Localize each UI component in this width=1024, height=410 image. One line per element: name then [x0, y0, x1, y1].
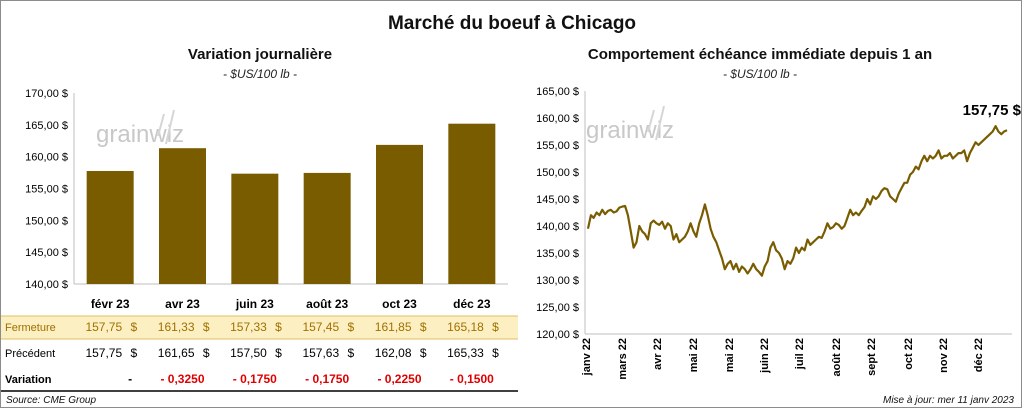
table-cell-currency: $	[347, 320, 354, 334]
table-cell-value: - 0,1750	[233, 372, 277, 386]
y-tick-label: 145,00 $	[25, 247, 68, 259]
table-row-label: Variation	[5, 374, 52, 386]
bar	[159, 148, 206, 284]
source-note: Source: CME Group	[6, 395, 97, 406]
x-tick-label: déc 23	[453, 297, 491, 311]
table-cell-value: 157,45	[302, 320, 339, 334]
table-cell-currency: $	[275, 346, 282, 360]
table-cell-value: - 0,2250	[377, 372, 421, 386]
table-cell-value: 157,75	[85, 346, 122, 360]
table-cell-currency: $	[492, 346, 499, 360]
table-cell-currency: $	[275, 320, 282, 334]
y-tick-label: 170,00 $	[25, 88, 68, 100]
right-line-chart: 120,00 $ 125,00 $ 130,00 $ 135,00 $ 140,00 $…	[536, 86, 1022, 380]
x-tick-label: mai 22	[724, 338, 736, 372]
table-cell-value: 161,65	[158, 346, 195, 360]
y-tick-label: 130,00 $	[536, 275, 579, 287]
x-tick-label: janv 22	[581, 338, 593, 376]
bar	[303, 172, 351, 284]
table-cell-value: 157,50	[230, 346, 267, 360]
table-cell-currency: $	[420, 346, 427, 360]
table-cell-currency: $	[203, 320, 210, 334]
table-cell-value: 162,08	[375, 346, 412, 360]
x-tick-label: déc 22	[973, 338, 985, 372]
x-tick-label: août 22	[831, 338, 843, 377]
table-cell-value: 161,85	[375, 320, 412, 334]
right-chart-unit: - $US/100 lb -	[722, 67, 798, 81]
x-tick-label: févr 23	[91, 297, 130, 311]
x-tick-label: juil 22	[794, 338, 806, 370]
table-cell-value: 165,33	[447, 346, 484, 360]
table-cell-currency: $	[130, 320, 137, 334]
last-value-label: 157,75 $	[963, 102, 1022, 119]
x-tick-label: avr 23	[165, 297, 200, 311]
right-chart-title: Comportement échéance immédiate depuis 1…	[587, 46, 933, 63]
price-line	[586, 125, 1008, 277]
table-cell-value: - 0,3250	[160, 372, 204, 386]
watermark-logo: grainwiz	[586, 105, 674, 144]
table-cell-value: 157,33	[230, 320, 267, 334]
y-tick-label: 155,00 $	[25, 184, 68, 196]
table-cell-value: - 0,1750	[305, 372, 349, 386]
table-cell-currency: $	[347, 346, 354, 360]
table-cell-value: 157,63	[302, 346, 339, 360]
x-tick-label: juin 22	[759, 338, 771, 374]
x-tick-label: oct 22	[903, 338, 915, 370]
left-bar-chart: 140,00 $ 145,00 $ 150,00 $ 155,00 $ 160,00 $…	[1, 88, 518, 392]
y-tick-label: 165,00 $	[536, 86, 579, 98]
x-tick-label: août 23	[306, 297, 348, 311]
x-tick-label: mai 22	[688, 338, 700, 372]
update-note: Mise à jour: mer 11 janv 2023	[883, 395, 1014, 406]
x-tick-label: mars 22	[617, 338, 629, 380]
table-cell-currency: $	[130, 346, 137, 360]
table-row-label: Fermeture	[5, 322, 56, 334]
bar	[231, 173, 279, 284]
x-tick-label: oct 23	[382, 297, 417, 311]
table-cell-value: 165,18	[447, 320, 484, 334]
table-row-label: Précédent	[5, 348, 55, 360]
bar	[376, 144, 423, 284]
y-tick-label: 125,00 $	[536, 302, 579, 314]
x-tick-label: sept 22	[866, 338, 878, 376]
table-cell-currency: $	[420, 320, 427, 334]
table-cell-value: - 0,1500	[450, 372, 494, 386]
y-tick-label: 150,00 $	[536, 167, 579, 179]
x-tick-label: juin 23	[235, 297, 274, 311]
y-tick-label: 140,00 $	[25, 279, 68, 291]
x-tick-label: avr 22	[652, 338, 664, 370]
left-chart-unit: - $US/100 lb -	[222, 67, 298, 81]
watermark-logo: grainwiz	[96, 109, 184, 148]
watermark-swoosh	[647, 105, 665, 141]
left-chart-title: Variation journalière	[187, 46, 333, 63]
y-tick-label: 145,00 $	[536, 194, 579, 206]
x-tick-label: nov 22	[938, 338, 950, 373]
y-tick-label: 150,00 $	[25, 215, 68, 227]
table-cell-value: 157,75	[85, 320, 122, 334]
y-tick-label: 155,00 $	[536, 140, 579, 152]
bar	[448, 123, 496, 284]
bar	[86, 170, 134, 284]
y-tick-label: 135,00 $	[536, 248, 579, 260]
y-tick-label: 140,00 $	[536, 221, 579, 233]
y-tick-label: 160,00 $	[25, 152, 68, 164]
highlight-row-bg	[1, 316, 518, 339]
y-tick-label: 165,00 $	[25, 120, 68, 132]
table-cell-value: -	[128, 372, 132, 386]
y-tick-label: 120,00 $	[536, 329, 579, 341]
y-tick-label: 160,00 $	[536, 113, 579, 125]
main-title: Marché du boeuf à Chicago	[387, 13, 637, 34]
table-cell-value: 161,33	[158, 320, 195, 334]
table-cell-currency: $	[203, 346, 210, 360]
table-cell-currency: $	[492, 320, 499, 334]
watermark-swoosh	[157, 109, 175, 145]
